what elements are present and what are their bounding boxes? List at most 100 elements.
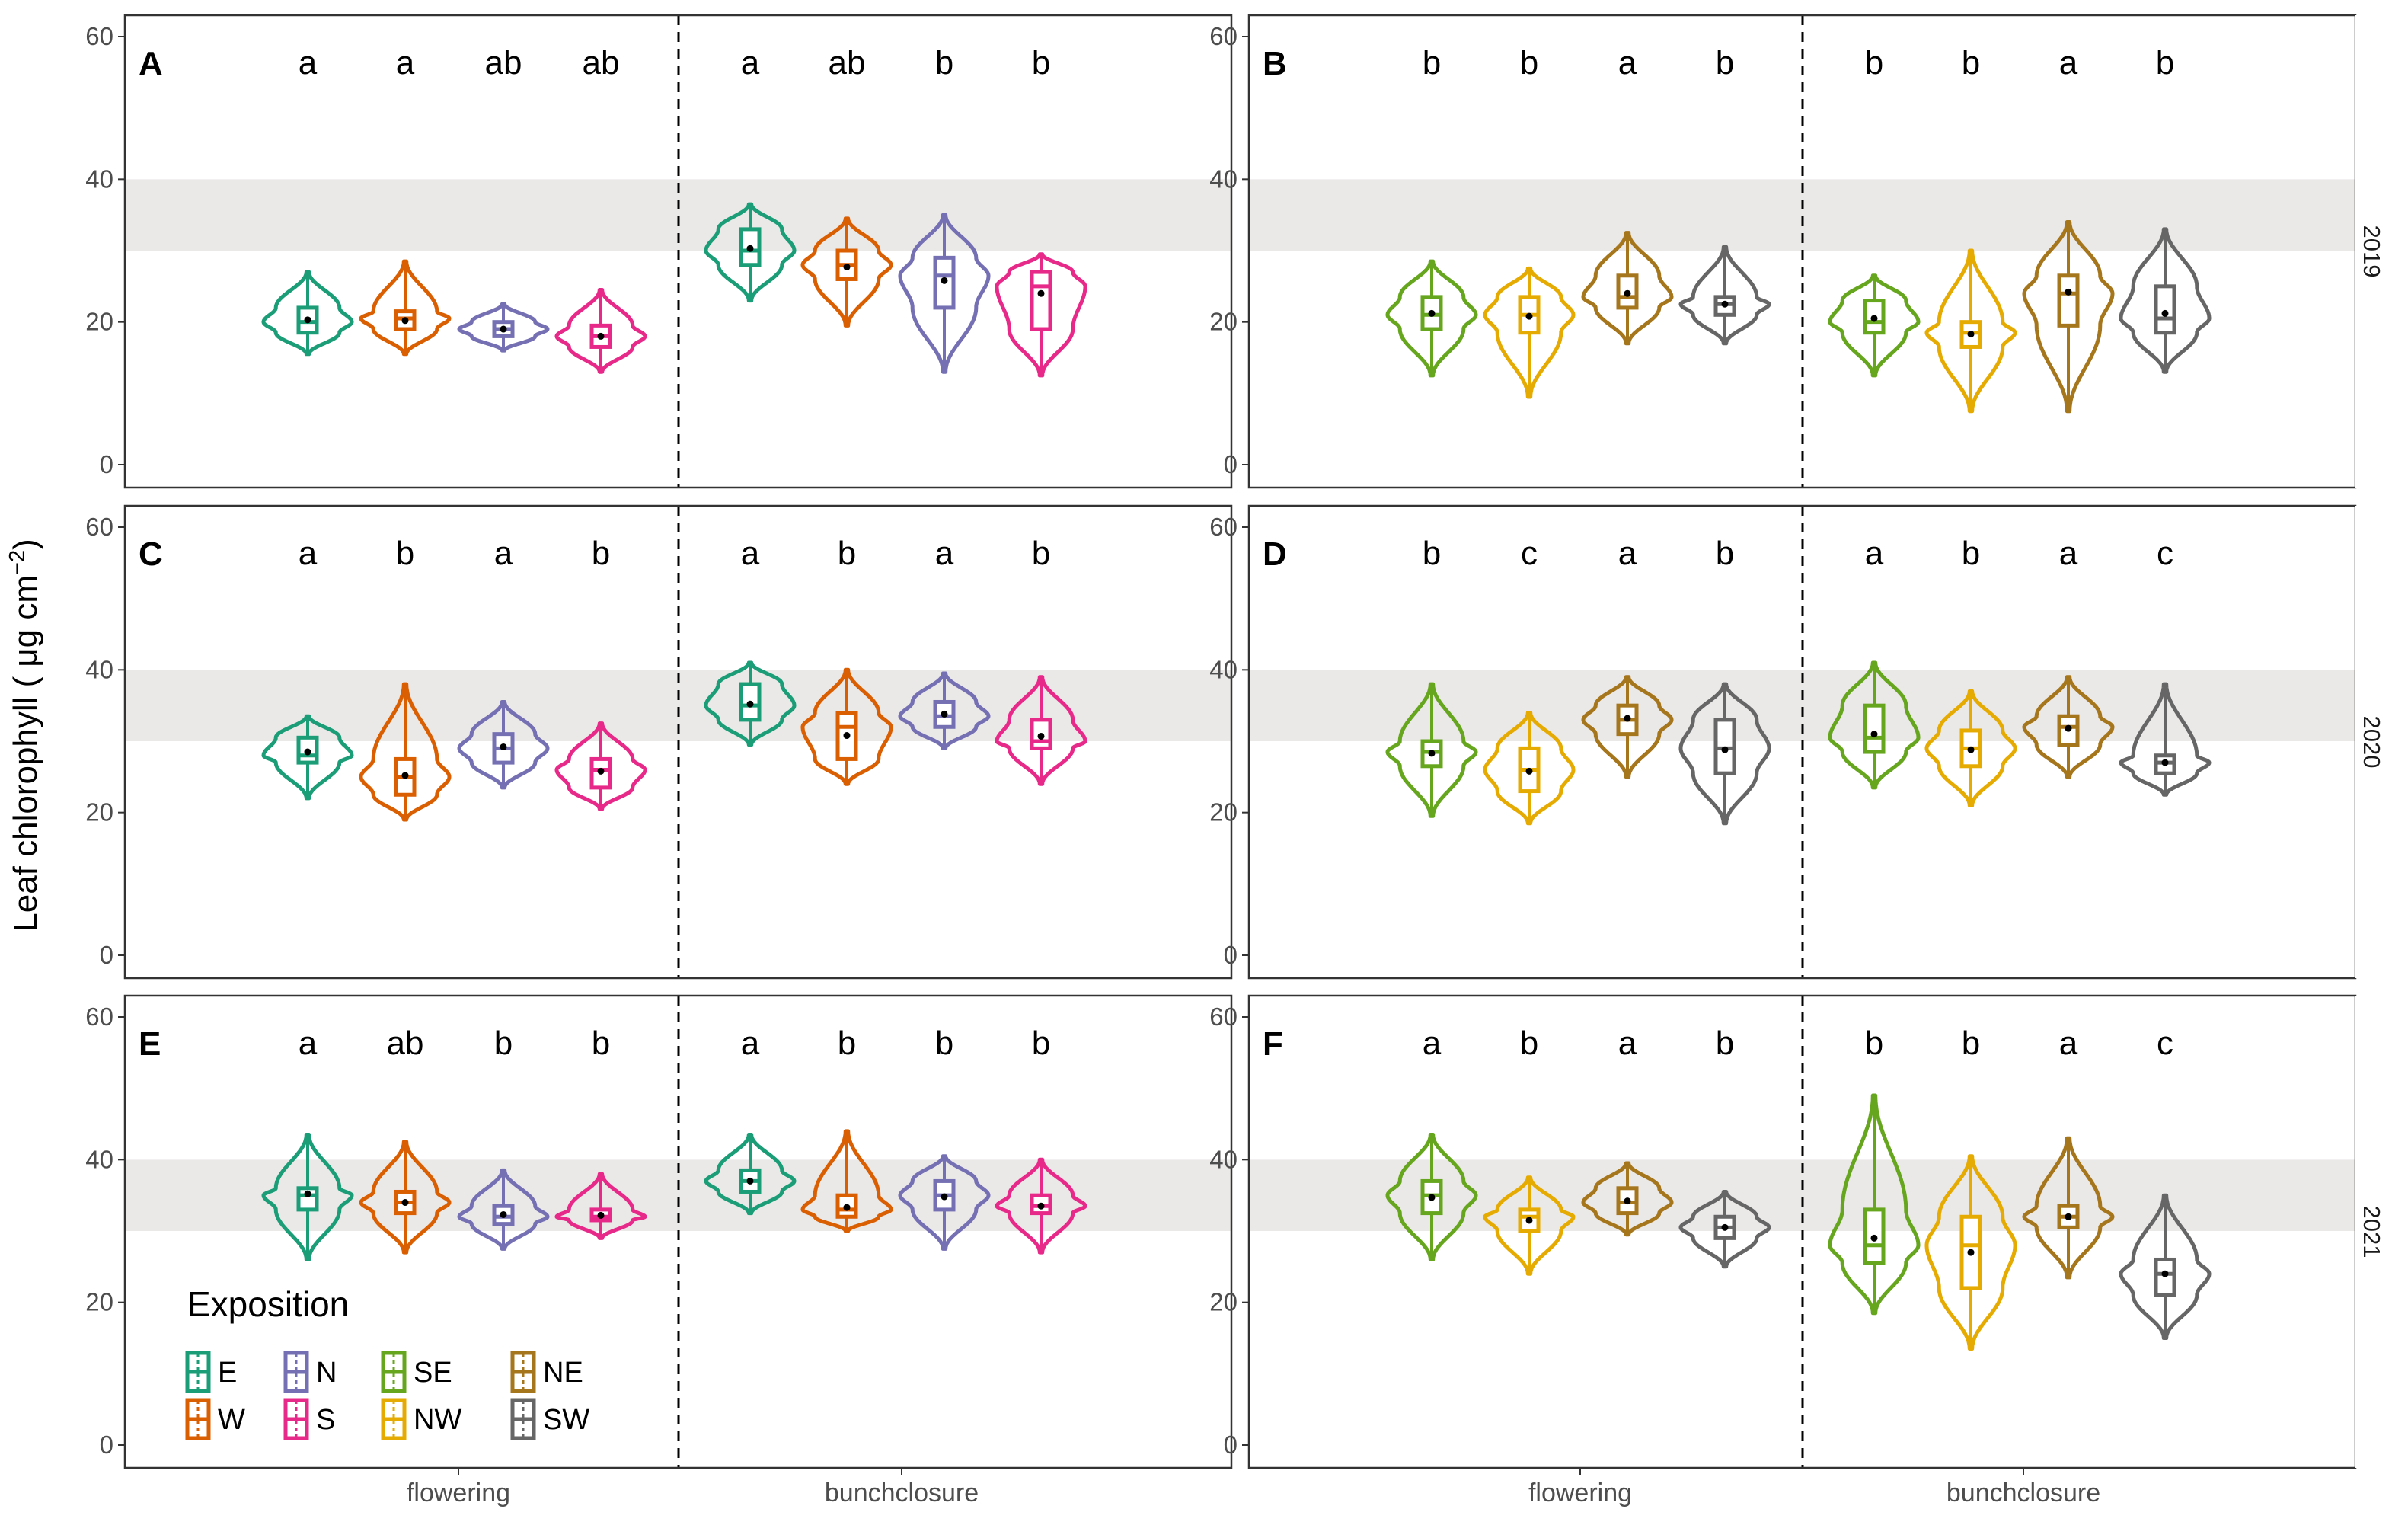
panel-frame bbox=[123, 994, 1233, 1469]
box-iqr bbox=[1030, 270, 1052, 331]
violin-flowering-W: ab bbox=[359, 1025, 452, 1255]
mean-point bbox=[1967, 331, 1975, 338]
significance-letter: a bbox=[396, 44, 415, 82]
violin-shape bbox=[1678, 245, 1771, 346]
mean-point bbox=[843, 1204, 851, 1211]
mean-point bbox=[746, 1177, 754, 1185]
significance-letter: c bbox=[2157, 535, 2173, 572]
mean-point bbox=[500, 1210, 507, 1218]
y-tick-label: 0 bbox=[1224, 941, 1238, 969]
panel-F: 0 20 40 60 F a b a b b b a c bbox=[1209, 994, 2357, 1469]
mean-point bbox=[500, 325, 507, 333]
box-iqr bbox=[2154, 284, 2176, 335]
y-tick-label: 40 bbox=[1209, 165, 1238, 193]
violin-bunchclosure-NW: b bbox=[1924, 1025, 2017, 1351]
violin-bunchclosure-NW: b bbox=[1924, 44, 2017, 414]
legend-label: N bbox=[316, 1357, 337, 1389]
box-iqr bbox=[1863, 1207, 1886, 1265]
violin-shape bbox=[554, 288, 647, 374]
significance-letter: b bbox=[592, 535, 610, 572]
mean-point bbox=[401, 772, 409, 779]
mean-point bbox=[1624, 1197, 1631, 1205]
year-label-2021: 2021 bbox=[2358, 1206, 2385, 1258]
violin-flowering-N: a bbox=[457, 535, 550, 790]
significance-letter: a bbox=[299, 535, 318, 572]
violin-bunchclosure-S: b bbox=[995, 1025, 1087, 1255]
significance-letter: a bbox=[494, 535, 513, 572]
legend-key-S: S bbox=[283, 1398, 335, 1440]
significance-letter: b bbox=[1716, 535, 1734, 572]
significance-letter: b bbox=[1962, 535, 1980, 572]
y-tick-label: 60 bbox=[85, 1002, 113, 1031]
significance-letter: b bbox=[935, 44, 953, 82]
mean-point bbox=[1967, 746, 1975, 753]
significance-letter: ab bbox=[583, 44, 620, 82]
violin-bunchclosure-NE: a bbox=[2022, 44, 2115, 414]
violin-bunchclosure-N: b bbox=[898, 44, 991, 374]
mean-point bbox=[1870, 1234, 1878, 1242]
panel-tag: A bbox=[139, 45, 163, 82]
violin-bunchclosure-SE: a bbox=[1828, 535, 1921, 790]
significance-letter: c bbox=[2157, 1025, 2173, 1062]
panel-tag: C bbox=[139, 536, 163, 573]
violin-bunchclosure-N: a bbox=[898, 535, 991, 750]
y-tick-label: 40 bbox=[1209, 655, 1238, 683]
significance-letter: b bbox=[838, 1025, 856, 1062]
violin-flowering-E: a bbox=[261, 535, 354, 801]
y-tick-label: 0 bbox=[1224, 450, 1238, 478]
violin-flowering-S: b bbox=[554, 535, 647, 811]
panel-tag: E bbox=[139, 1025, 161, 1063]
significance-letter: a bbox=[1618, 1025, 1637, 1062]
violin-bunchclosure-E: a bbox=[704, 535, 797, 747]
violin-shape bbox=[1924, 689, 2017, 807]
violin-bunchclosure-NW: b bbox=[1924, 535, 2017, 807]
legend-label: NW bbox=[414, 1404, 461, 1436]
violin-bunchclosure-N: b bbox=[898, 1025, 991, 1251]
panel-frame bbox=[123, 504, 1233, 980]
y-tick-label: 60 bbox=[1209, 22, 1238, 50]
box-iqr bbox=[835, 1193, 858, 1219]
mean-point bbox=[746, 700, 754, 708]
violin-shape bbox=[1385, 1133, 1478, 1261]
y-axis-title: Leaf chlorophyll (μg cm−2) bbox=[5, 539, 44, 932]
year-strip-bg bbox=[2355, 15, 2379, 488]
violin-bunchclosure-W: b bbox=[800, 1025, 893, 1233]
year-label-2020: 2020 bbox=[2358, 716, 2385, 769]
violin-flowering-N: ab bbox=[457, 44, 550, 353]
violin-shape bbox=[704, 202, 797, 303]
mean-point bbox=[1721, 746, 1729, 753]
y-tick-label: 20 bbox=[85, 1288, 113, 1316]
y-tick-label: 40 bbox=[85, 165, 113, 193]
violin-shape bbox=[261, 714, 354, 801]
violin-bunchclosure-W: ab bbox=[800, 44, 893, 328]
violin-shape bbox=[261, 1133, 354, 1261]
phase-label-right-bunchclosure: bunchclosure bbox=[1947, 1479, 2100, 1508]
mean-point bbox=[1721, 300, 1729, 308]
significance-letter: a bbox=[741, 535, 760, 572]
significance-letter: a bbox=[299, 1025, 318, 1062]
violin-shape bbox=[1483, 711, 1576, 826]
y-tick-label: 20 bbox=[85, 308, 113, 336]
y-tick-label: 20 bbox=[1209, 798, 1238, 827]
legend-key-NW: NW bbox=[381, 1398, 461, 1440]
y-axis-title-exponent: −2 bbox=[5, 550, 30, 575]
panel-B: 0 20 40 60 B b b a b b b a b bbox=[1209, 14, 2357, 489]
violin-shape bbox=[704, 1133, 797, 1216]
violin-flowering-E: a bbox=[261, 44, 354, 357]
x-axis-phase-labels: flowering bunchclosure flowering bunchcl… bbox=[407, 1479, 2100, 1508]
mean-point bbox=[843, 264, 851, 271]
mean-point bbox=[1037, 1202, 1045, 1210]
significance-letter: a bbox=[2059, 1025, 2078, 1062]
legend: Exposition EW NS SE NW NE SW bbox=[185, 1284, 589, 1440]
significance-letter: b bbox=[2156, 44, 2174, 82]
significance-letter: a bbox=[935, 535, 954, 572]
significance-letter: b bbox=[1716, 1025, 1734, 1062]
legend-key-SE: SE bbox=[381, 1351, 452, 1393]
violin-shape bbox=[1483, 266, 1576, 399]
y-tick-label: 60 bbox=[85, 22, 113, 50]
violin-bunchclosure-S: b bbox=[995, 535, 1087, 786]
y-tick-label: 20 bbox=[1209, 1288, 1238, 1316]
panel-tag: D bbox=[1263, 536, 1287, 573]
